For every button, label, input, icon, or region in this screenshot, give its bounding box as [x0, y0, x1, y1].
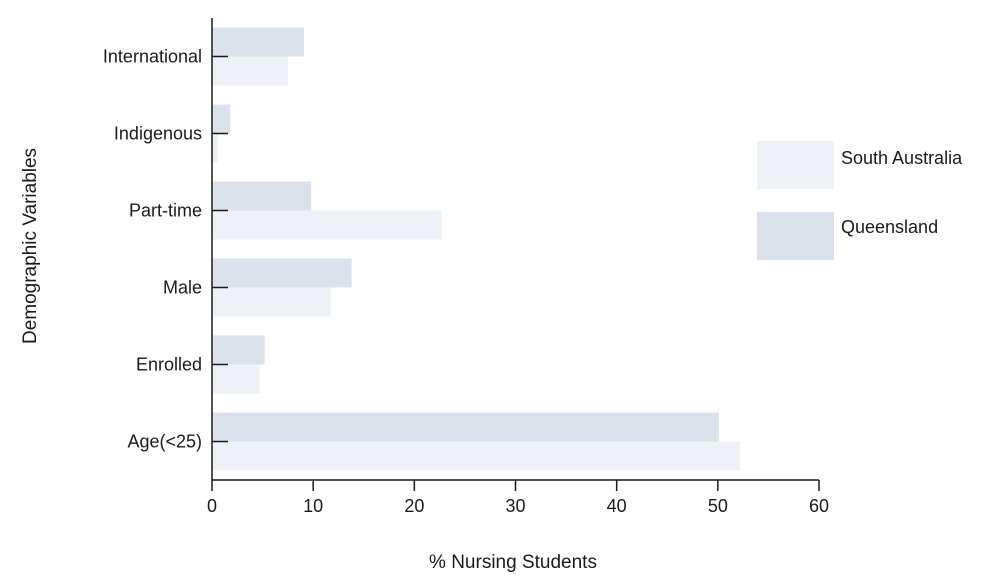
bar-south-australia-male	[212, 287, 331, 317]
bar-queensland-part-time	[212, 181, 312, 211]
x-tick-label-20: 20	[404, 496, 424, 516]
legend-label-queensland: Queensland	[841, 217, 938, 237]
x-tick-label-0: 0	[207, 496, 217, 516]
x-axis-title: % Nursing Students	[429, 552, 597, 573]
x-axis-ticks: 0 10 20 30 40 50 60	[207, 480, 829, 516]
legend-label-south-australia: South Australia	[841, 148, 963, 168]
x-tick-label-50: 50	[708, 496, 728, 516]
bar-south-australia-age-25	[212, 441, 741, 471]
bar-queensland-age-25	[212, 412, 719, 442]
bar-south-australia-international	[212, 56, 288, 86]
x-tick-label-30: 30	[505, 496, 525, 516]
bar-south-australia-enrolled	[212, 364, 260, 394]
bar-south-australia-indigenous	[212, 133, 219, 163]
y-tick-label-part-time: Part-time	[129, 201, 202, 221]
x-tick-label-10: 10	[303, 496, 323, 516]
legend-swatch-south-australia	[757, 141, 834, 189]
y-tick-label-international: International	[103, 47, 202, 67]
bar-queensland-male	[212, 258, 352, 288]
x-tick-label-40: 40	[607, 496, 627, 516]
x-tick-label-60: 60	[809, 496, 829, 516]
y-tick-label-indigenous: Indigenous	[114, 124, 202, 144]
legend-swatch-queensland	[757, 212, 834, 260]
bar-south-australia-part-time	[212, 210, 442, 240]
bar-queensland-indigenous	[212, 104, 231, 134]
y-axis-ticks: International Indigenous Part-time Male Enro…	[103, 47, 228, 452]
bar-queensland-enrolled	[212, 335, 265, 365]
y-tick-label-male: Male	[163, 278, 202, 298]
series-south-australia	[212, 56, 741, 471]
y-tick-label-enrolled: Enrolled	[136, 355, 202, 375]
series-queensland	[212, 27, 719, 442]
bar-queensland-international	[212, 27, 305, 57]
legend: South Australia Queensland	[757, 141, 963, 260]
y-tick-label-age-25: Age(<25)	[127, 432, 202, 452]
y-axis-title: Demographic Variables	[20, 148, 41, 344]
